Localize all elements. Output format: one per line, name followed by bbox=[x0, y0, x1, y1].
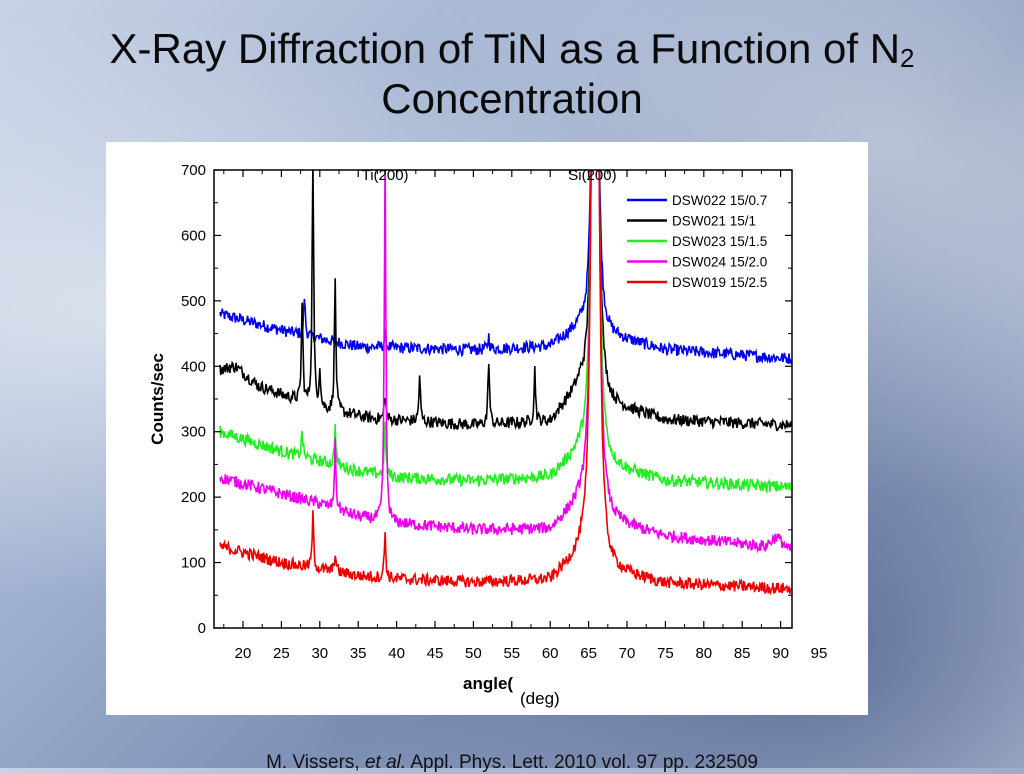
x-axis-label: angle( bbox=[463, 674, 513, 693]
x-tick-label: 75 bbox=[657, 645, 674, 662]
x-tick-label: 60 bbox=[542, 645, 559, 662]
xrd-chart-panel: 20 25 30 35 40 45 50 55 60 65 70 75 80 85 90 95 0 100 200 3… bbox=[106, 142, 868, 715]
peak-annotation: Si(200) bbox=[568, 167, 616, 184]
legend-label: DSW021 15/1 bbox=[672, 214, 756, 229]
xrd-chart: 20 25 30 35 40 45 50 55 60 65 70 75 80 85 90 95 0 100 200 3… bbox=[148, 162, 828, 708]
series-line-1 bbox=[219, 170, 792, 364]
title-line-2: Concentration bbox=[381, 75, 643, 122]
y-tick-label: 200 bbox=[181, 489, 206, 506]
legend-label: DSW023 15/1.5 bbox=[672, 234, 767, 249]
legend-label: DSW019 15/2.5 bbox=[672, 275, 767, 290]
x-tick-label: 45 bbox=[427, 645, 444, 662]
x-tick-label: 80 bbox=[695, 645, 712, 662]
x-tick-label: 70 bbox=[619, 645, 636, 662]
y-tick-label: 0 bbox=[198, 620, 206, 637]
x-tick-label: 95 bbox=[811, 645, 828, 662]
x-tick-label: 40 bbox=[388, 645, 405, 662]
x-tick-label: 35 bbox=[350, 645, 367, 662]
y-tick-label: 700 bbox=[181, 162, 206, 179]
y-tick-label: 500 bbox=[181, 293, 206, 310]
y-tick-label: 300 bbox=[181, 424, 206, 441]
legend-label: DSW024 15/2.0 bbox=[672, 255, 767, 270]
y-tick-label: 100 bbox=[181, 555, 206, 572]
x-tick-label: 25 bbox=[273, 645, 290, 662]
series-line-2 bbox=[219, 170, 792, 432]
x-tick-label: 50 bbox=[465, 645, 482, 662]
x-axis-unit-label: (deg) bbox=[520, 689, 560, 708]
peak-annotation: Ti(200) bbox=[362, 167, 409, 184]
x-tick-label: 90 bbox=[772, 645, 789, 662]
y-tick-label: 600 bbox=[181, 227, 206, 244]
title-line-1: X-Ray Diffraction of TiN as a Function o… bbox=[109, 25, 915, 73]
x-tick-label: 65 bbox=[580, 645, 597, 662]
x-tick-label: 55 bbox=[503, 645, 520, 662]
legend-label: DSW022 15/0.7 bbox=[672, 193, 767, 208]
series-line-4 bbox=[219, 170, 792, 554]
x-tick-label: 30 bbox=[311, 645, 328, 662]
y-tick-label: 400 bbox=[181, 358, 206, 375]
citation: M. Vissers, et al. Appl. Phys. Lett. 201… bbox=[266, 752, 758, 773]
x-tick-label: 20 bbox=[235, 645, 252, 662]
x-tick-label: 85 bbox=[734, 645, 751, 662]
series-line-3 bbox=[219, 170, 792, 495]
y-axis-label: Counts/sec bbox=[148, 353, 167, 445]
series-line-5 bbox=[219, 170, 792, 596]
slide-title: X-Ray Diffraction of TiN as a Function o… bbox=[0, 24, 1024, 124]
title-subscript: 2 bbox=[900, 43, 915, 73]
